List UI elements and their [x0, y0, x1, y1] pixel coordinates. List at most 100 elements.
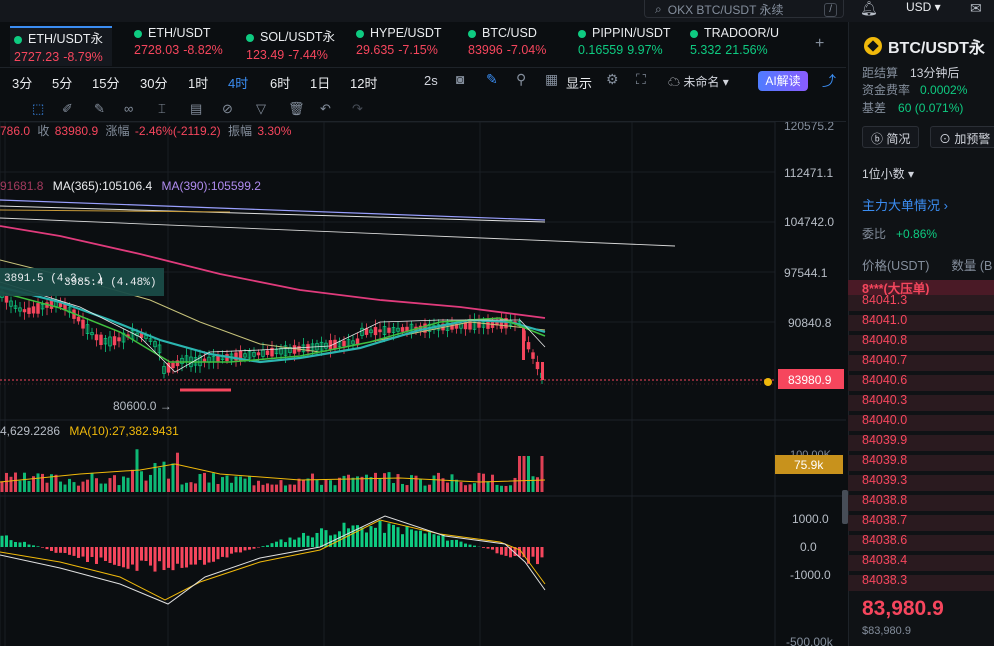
- macd-bar: [500, 547, 503, 555]
- display-icon[interactable]: ▦: [545, 71, 559, 87]
- layout-select[interactable]: ☁ 未命名 ▾: [668, 75, 729, 89]
- volume-bar: [365, 474, 368, 492]
- sidebar-title[interactable]: BTC/USDT永: [864, 34, 985, 58]
- select-tool-icon[interactable]: ⬚: [32, 101, 45, 116]
- ticker-tab[interactable]: ETH/USDT 2728.03 -8.82%: [134, 26, 226, 66]
- pattern-icon[interactable]: ∞: [124, 101, 134, 116]
- candle: [18, 307, 22, 312]
- display-label[interactable]: 显示: [566, 76, 593, 91]
- pen-icon[interactable]: ✎: [486, 71, 498, 87]
- filter-icon[interactable]: ▽: [256, 101, 266, 116]
- search-input[interactable]: ⌕ OKX BTC/USDT 永续 /: [644, 0, 844, 18]
- brief-button[interactable]: ⓑ 简况: [862, 126, 920, 148]
- currency-label: USD: [906, 0, 932, 14]
- message-icon[interactable]: ✉: [970, 0, 982, 16]
- macd-bar: [513, 547, 517, 557]
- ticker-tab[interactable]: TRADOOR/U 5.332 21.56%: [690, 26, 790, 66]
- ask-row[interactable]: 84038.4: [848, 553, 994, 573]
- timeframe-0[interactable]: 3分: [12, 76, 33, 91]
- trash-icon[interactable]: 🗑︎: [288, 101, 305, 116]
- candle: [541, 362, 544, 380]
- ask-row[interactable]: 84038.8: [848, 493, 994, 513]
- settings-icon[interactable]: ⚙: [606, 71, 619, 87]
- ratio-row: 委比 +0.86%: [862, 227, 938, 241]
- ask-row[interactable]: 84039.9: [848, 433, 994, 453]
- timeframe-7[interactable]: 1日: [310, 76, 331, 91]
- volume-bar: [414, 475, 418, 492]
- price-chart[interactable]: 83980.9 120575.2 112471.1 104742.0 97544…: [0, 122, 846, 646]
- text-tool-icon[interactable]: ⌶: [158, 101, 166, 116]
- ai-analysis-button[interactable]: AI解读: [758, 71, 808, 91]
- volume-bar: [144, 480, 148, 492]
- funding-row: 资金费率 0.0002%: [862, 83, 968, 97]
- volume-bar: [392, 483, 395, 492]
- ask-row[interactable]: 84040.8: [848, 333, 994, 353]
- timeframe-3[interactable]: 30分: [140, 76, 168, 91]
- candle: [400, 327, 405, 332]
- timeframe-4[interactable]: 1时: [188, 76, 209, 91]
- macd-bar: [378, 520, 382, 547]
- macd-bar: [495, 547, 499, 554]
- brush-icon[interactable]: ✎: [94, 101, 105, 116]
- ask-row[interactable]: 84040.0: [848, 413, 994, 433]
- ask-row[interactable]: 84039.3: [848, 473, 994, 493]
- bell-icon[interactable]: 🔔︎: [860, 0, 878, 16]
- macd-bar: [329, 535, 332, 547]
- volume-bar: [167, 478, 170, 492]
- ask-row[interactable]: 84038.7: [848, 513, 994, 533]
- volume-bar: [162, 461, 166, 492]
- indicator-icon[interactable]: ⚲: [516, 71, 527, 87]
- ask-row[interactable]: 84038.3: [848, 573, 994, 593]
- volume-bar: [288, 484, 292, 492]
- ask-row[interactable]: 84039.8: [848, 453, 994, 473]
- ruler-icon[interactable]: ✐: [62, 101, 73, 116]
- macd-bar: [14, 542, 17, 547]
- candle: [31, 306, 36, 314]
- currency-select[interactable]: USD ▾: [906, 0, 941, 14]
- fullscreen-icon[interactable]: ⛶: [636, 71, 646, 87]
- ticker-tab[interactable]: BTC/USD 83996 -7.04%: [468, 26, 558, 66]
- timeframe-8[interactable]: 12时: [350, 76, 378, 91]
- camera-icon[interactable]: ◙: [456, 71, 465, 87]
- volume-bar: [441, 478, 445, 492]
- price-tick: 112471.1: [784, 166, 833, 180]
- magnet-icon[interactable]: ⊘: [222, 101, 233, 116]
- candle: [301, 344, 306, 353]
- decimals-select[interactable]: 1位小数 ▾: [862, 167, 915, 181]
- ask-row[interactable]: 84040.6: [848, 373, 994, 393]
- candle: [90, 332, 94, 336]
- undo-icon[interactable]: ↶: [320, 101, 331, 116]
- price-tick: 104742.0: [784, 215, 834, 229]
- volume-bar: [315, 479, 319, 492]
- big-order-row[interactable]: 8***(大压单): [848, 278, 994, 296]
- ask-row[interactable]: 84038.6: [848, 533, 994, 553]
- timeframe-bar: 3分 5分 15分 30分 1时 4时 6时 1日 12时: [0, 68, 846, 94]
- macd-bar: [225, 547, 229, 558]
- favorite-dot-icon: [690, 29, 698, 38]
- panel-resize-handle[interactable]: [842, 490, 848, 524]
- timeframe-1[interactable]: 5分: [52, 76, 73, 91]
- add-alert-button[interactable]: ⊙ 加预警: [930, 126, 994, 148]
- ticker-tab[interactable]: HYPE/USDT 29.635 -7.15%: [356, 26, 448, 66]
- volume-tag: [775, 455, 843, 474]
- macd-bar: [311, 537, 314, 547]
- ticker-tab[interactable]: ETH/USDT永 2727.23 -8.79%: [10, 26, 112, 66]
- refresh-interval[interactable]: 2s: [424, 73, 438, 88]
- ask-row[interactable]: 84041.3: [848, 293, 994, 313]
- macd-bar: [473, 545, 476, 547]
- timeframe-6[interactable]: 6时: [270, 76, 291, 91]
- macd-bar: [518, 547, 521, 557]
- ask-row[interactable]: 84040.3: [848, 393, 994, 413]
- big-orders-link[interactable]: 主力大单情况 ›: [862, 198, 948, 213]
- note-icon[interactable]: ▤: [190, 101, 203, 116]
- share-icon[interactable]: ⤴: [822, 73, 836, 89]
- add-tab-icon[interactable]: +: [815, 35, 825, 52]
- volume-bar: [81, 481, 85, 492]
- ticker-tab[interactable]: SOL/USDT永 123.49 -7.44%: [246, 26, 338, 66]
- timeframe-2[interactable]: 15分: [92, 76, 120, 91]
- ticker-tab[interactable]: PIPPIN/USDT 0.16559 9.97%: [578, 26, 678, 66]
- macd-bar: [54, 547, 58, 553]
- timeframe-5[interactable]: 4时: [228, 76, 249, 91]
- ask-row[interactable]: 84040.7: [848, 353, 994, 373]
- ask-row[interactable]: 84041.0: [848, 313, 994, 333]
